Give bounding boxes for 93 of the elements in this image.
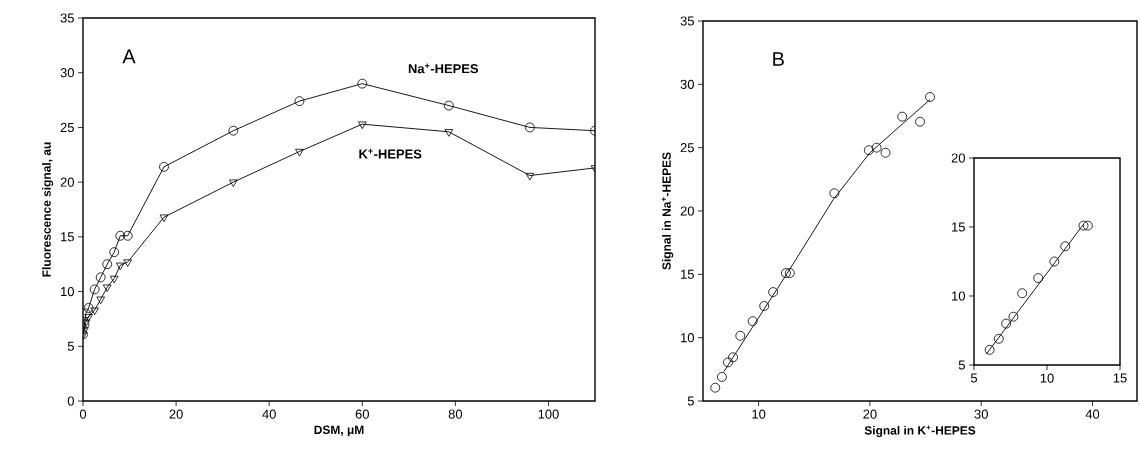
point [357,78,368,89]
point [880,147,891,158]
point [759,301,770,311]
point [443,100,454,111]
y-axis-title: Signal in Na$^{+}$-HEPES [661,152,674,270]
point [710,382,721,393]
point [984,344,995,355]
y-tick-label: 5 [958,360,965,370]
point [524,122,535,133]
x-axis-title: DSM, μM [314,425,364,437]
point [993,333,1004,344]
y-tick-label: 20 [951,153,965,163]
y-tick-label: 5 [687,396,694,406]
point [1082,220,1093,231]
point [1008,311,1019,322]
point [525,172,535,181]
point [115,230,126,241]
x-tick-label: 20 [169,409,183,419]
point [123,259,132,267]
point [871,142,882,153]
point [1033,273,1044,283]
point [159,161,169,172]
y-tick-label: 5 [67,341,74,351]
point [159,214,169,223]
y-tick-label: 10 [61,286,74,297]
point [784,268,795,278]
point [1078,220,1089,231]
point [95,272,106,283]
point [717,372,727,382]
y-tick-label: 35 [60,13,74,23]
y-tick-label: 35 [680,16,694,26]
y-tick-label: 15 [681,269,694,279]
y-tick-label: 15 [61,232,74,242]
y-tick-label: 25 [680,143,694,153]
x-tick-label: 80 [448,409,463,419]
y-tick-label: 25 [60,122,74,133]
point [768,287,779,297]
point [89,284,100,295]
y-tick-label: 0 [67,396,74,406]
point [229,179,238,188]
point [728,352,738,363]
x-tick-label: 15 [1113,373,1127,383]
point [115,262,125,271]
point [915,116,925,127]
y-tick-label: 10 [681,333,694,343]
x-tick-label: 40 [262,409,276,419]
x-axis-title: Signal in K$^{+}$-HEPES [864,425,976,438]
x-tick-label: 100 [538,409,559,419]
point [294,96,305,107]
x-tick-label: 10 [1040,373,1054,383]
point [1001,318,1012,329]
text: A [122,49,136,64]
y-tick-label: 15 [952,222,965,232]
x-tick-label: 60 [355,409,369,419]
point [357,121,367,130]
y-tick-label: 30 [680,79,694,89]
y-tick-label: 20 [680,206,694,216]
x-tick-label: 10 [752,409,766,419]
point [735,330,746,341]
point [925,92,935,102]
series-label: Na$^{+}$-HEPES [408,63,479,74]
text: B [773,52,784,66]
point [228,125,239,136]
point [1060,241,1071,252]
point [84,314,93,322]
point [1049,256,1060,267]
point [109,275,119,284]
point [295,148,304,157]
point [863,145,874,156]
x-tick-label: 0 [79,409,87,419]
point [1017,288,1028,299]
x-tick-label: 5 [970,373,978,383]
point [723,357,733,368]
point [781,268,791,278]
x-tick-label: 30 [974,409,988,419]
point [102,284,112,293]
point [747,316,758,327]
point [897,111,908,122]
point [444,129,454,137]
point [83,303,94,313]
y-axis-title: Fluorescence signal, au [42,142,54,277]
y-tick-label: 30 [60,68,74,78]
point [96,296,105,305]
point [122,230,133,241]
y-tick-label: 20 [60,177,74,187]
point [102,259,113,270]
y-tick-label: 10 [952,291,965,301]
x-tick-label: 20 [863,409,877,419]
point [109,247,120,258]
x-tick-label: 40 [1085,409,1100,419]
point [829,188,840,199]
point [90,307,99,316]
series-label: K$^{+}$-HEPES [359,148,422,159]
